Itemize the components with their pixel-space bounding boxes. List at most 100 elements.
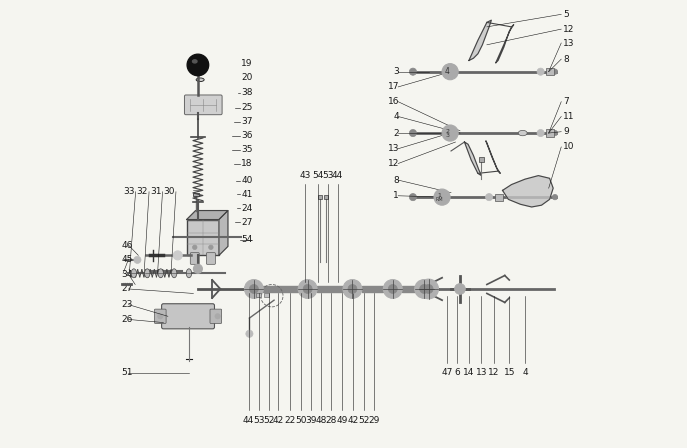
Text: 41: 41 (241, 190, 253, 199)
Text: 12: 12 (488, 368, 499, 377)
Text: 10: 10 (563, 142, 574, 151)
Text: 11: 11 (563, 112, 574, 121)
Circle shape (383, 280, 402, 298)
Text: 49: 49 (337, 416, 348, 425)
Polygon shape (464, 142, 482, 176)
Text: 2: 2 (445, 129, 449, 134)
Text: 8: 8 (393, 176, 399, 185)
Text: 23: 23 (122, 300, 133, 309)
Text: 33: 33 (123, 187, 135, 196)
Ellipse shape (131, 269, 137, 278)
Circle shape (134, 256, 141, 263)
Circle shape (424, 284, 433, 293)
Text: 26: 26 (122, 315, 133, 324)
Bar (256, 293, 260, 297)
Text: 38: 38 (241, 88, 253, 97)
Text: 18: 18 (241, 159, 253, 168)
Text: 42: 42 (348, 416, 359, 425)
Text: 12: 12 (387, 159, 399, 168)
Circle shape (434, 189, 450, 205)
Circle shape (537, 129, 544, 137)
Text: 13: 13 (475, 368, 487, 377)
Text: 17: 17 (387, 82, 399, 91)
Text: 4: 4 (523, 368, 528, 377)
Ellipse shape (172, 269, 177, 278)
Circle shape (409, 194, 416, 201)
Bar (317, 195, 322, 199)
Text: 7: 7 (563, 97, 569, 106)
Bar (546, 68, 554, 75)
Text: 8: 8 (563, 55, 569, 64)
Text: 44: 44 (243, 416, 254, 425)
Circle shape (194, 264, 203, 273)
Polygon shape (469, 20, 491, 60)
Circle shape (552, 130, 558, 136)
Text: 53: 53 (254, 416, 265, 425)
Text: 40: 40 (241, 176, 253, 185)
Text: 12: 12 (563, 25, 574, 34)
Text: 1: 1 (393, 191, 399, 200)
Polygon shape (219, 211, 228, 255)
Circle shape (298, 280, 317, 298)
Text: 19: 19 (241, 59, 253, 68)
Text: 39: 39 (306, 416, 317, 425)
Text: 30: 30 (164, 187, 175, 196)
Text: 47: 47 (442, 368, 453, 377)
FancyBboxPatch shape (206, 253, 215, 264)
Text: 4: 4 (394, 112, 399, 121)
FancyBboxPatch shape (190, 253, 199, 264)
Text: 45: 45 (122, 255, 133, 264)
Text: 37: 37 (241, 117, 253, 126)
Text: 29: 29 (368, 416, 380, 425)
Circle shape (249, 284, 258, 293)
Text: 51: 51 (122, 368, 133, 377)
Text: 24: 24 (241, 204, 253, 213)
Text: 54: 54 (313, 171, 324, 180)
Text: 44: 44 (332, 171, 344, 180)
Text: RM: RM (436, 197, 443, 202)
Ellipse shape (196, 78, 204, 82)
Text: 46: 46 (122, 241, 133, 250)
Text: 27: 27 (122, 284, 133, 293)
Circle shape (552, 69, 558, 74)
Ellipse shape (518, 130, 527, 136)
Bar (479, 157, 484, 162)
Bar (324, 195, 328, 199)
Text: 25: 25 (241, 103, 253, 112)
FancyBboxPatch shape (187, 220, 219, 255)
Circle shape (420, 284, 429, 293)
Text: 52: 52 (263, 416, 275, 425)
Text: 13: 13 (387, 144, 399, 153)
FancyBboxPatch shape (185, 95, 222, 115)
Text: 54: 54 (241, 235, 253, 244)
FancyBboxPatch shape (210, 309, 222, 323)
Text: 22: 22 (284, 416, 295, 425)
Text: 5: 5 (563, 10, 569, 19)
Circle shape (409, 68, 416, 75)
Ellipse shape (158, 269, 164, 278)
Circle shape (245, 280, 263, 298)
Polygon shape (496, 25, 514, 63)
Circle shape (537, 68, 544, 75)
Circle shape (415, 280, 433, 298)
Text: 28: 28 (325, 416, 337, 425)
Text: 6: 6 (454, 368, 460, 377)
Circle shape (173, 251, 182, 260)
Circle shape (215, 314, 221, 319)
Text: 13: 13 (563, 39, 574, 47)
Circle shape (187, 54, 209, 76)
Bar (495, 194, 503, 201)
Text: 16: 16 (387, 97, 399, 106)
Circle shape (209, 245, 213, 250)
Text: 31: 31 (150, 187, 161, 196)
Bar (192, 193, 199, 196)
Circle shape (157, 314, 163, 319)
Circle shape (442, 64, 458, 80)
Circle shape (552, 194, 558, 200)
Text: 32: 32 (137, 187, 148, 196)
Circle shape (455, 284, 465, 294)
Circle shape (419, 279, 438, 299)
Ellipse shape (144, 269, 150, 278)
Bar (546, 129, 554, 137)
Text: 20: 20 (241, 73, 253, 82)
